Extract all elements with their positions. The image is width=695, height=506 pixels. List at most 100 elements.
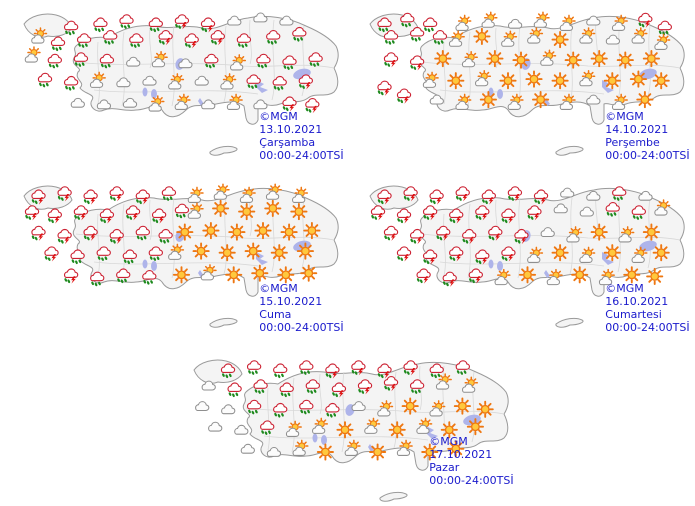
weather-icon-thunderstorm (396, 246, 412, 263)
weather-icon-sunny (532, 91, 550, 109)
weather-icon-sunny (636, 91, 654, 109)
weather-icon-sunny (277, 266, 295, 284)
weather-icon-cloudy (560, 187, 575, 198)
weather-icon-sunny (225, 266, 243, 284)
weather-icon-partly-cloudy (455, 14, 472, 32)
weather-icon-sunny (466, 418, 484, 436)
weather-icon-sunny (300, 264, 318, 282)
weather-icon-partly-cloudy (481, 11, 498, 29)
weather-icon-sunny (571, 266, 589, 284)
weather-icon-sunny (192, 242, 210, 260)
forecast-map-panel-5: ©MGM 17.10.2021 Pazar 00:00-24:00TSİ (174, 348, 519, 506)
forecast-map-panel-4: ©MGM 16.10.2021 Cumartesi 00:00-24:00TSİ (350, 174, 695, 344)
weather-icon-rain (50, 36, 66, 53)
weather-icon-thunderstorm (376, 80, 392, 97)
weather-icon-thunderstorm (454, 186, 470, 203)
weather-icon-sunny (642, 223, 660, 241)
weather-icon-partly-cloudy (187, 186, 204, 204)
weather-icon-sunny (603, 244, 621, 262)
weather-icon-sunny (564, 51, 582, 69)
weather-icon-sunny (290, 203, 308, 221)
weather-icon-sunny (551, 31, 569, 49)
weather-icon-sunny (228, 223, 246, 241)
weather-icon-sunny (499, 72, 517, 90)
weather-icon-sunny (486, 50, 504, 68)
copyright-label: ©MGM (605, 281, 644, 295)
date-label: 16.10.2021 (605, 294, 669, 308)
weather-icon-partly-cloudy (213, 183, 230, 201)
weather-icon-sunny (388, 421, 406, 439)
weather-icon-sunny (238, 203, 256, 221)
weather-icon-thunderstorm (30, 225, 46, 242)
weather-icon-thunderstorm (56, 228, 72, 245)
hours-label: 00:00-24:00TSİ (259, 148, 344, 162)
weather-icon-sunny (212, 199, 230, 217)
weather-icon-sunny (652, 244, 670, 262)
weather-icon-sunny (336, 421, 354, 439)
weather-icon-sunny (629, 70, 647, 88)
weather-icon-thunderstorm (383, 225, 399, 242)
weather-icon-rain (93, 17, 108, 34)
weather-icon-sunny (172, 266, 191, 284)
weather-icon-rain (273, 363, 288, 380)
forecast-label: ©MGM 13.10.2021 Çarşamba 00:00-24:00TSİ (259, 109, 344, 163)
weather-icon-sunny (303, 222, 321, 240)
weather-icon-sunny (434, 50, 452, 68)
weather-icon-sunny (264, 199, 282, 217)
date-label: 14.10.2021 (605, 122, 669, 136)
weather-icon-sunny (244, 242, 262, 260)
forecast-label: ©MGM 17.10.2021 Pazar 00:00-24:00TSİ (429, 435, 514, 488)
weather-icon-rain (63, 75, 79, 92)
weather-icon-cloudy (227, 15, 242, 26)
weather-icon-sunny (603, 72, 621, 90)
copyright-label: ©MGM (429, 435, 468, 449)
weather-icon-rain (657, 20, 672, 37)
weather-icon-partly-cloudy (559, 14, 576, 32)
weather-icon-thunderstorm (47, 208, 63, 225)
forecast-label: ©MGM 16.10.2021 Cumartesi 00:00-24:00TSİ (605, 281, 690, 335)
weather-icon-sunny (453, 397, 471, 415)
weather-icon-sunny (202, 222, 220, 240)
forecast-map-panel-1: ©MGM 13.10.2021 Çarşamba 00:00-24:00TSİ (4, 2, 349, 172)
weather-icon-sunny (254, 222, 272, 240)
weather-icon-cloudy (279, 15, 294, 26)
weather-icon-sunny (476, 400, 494, 418)
weather-icon-rain (422, 17, 438, 34)
weather-icon-partly-cloudy (24, 46, 41, 63)
weather-icon-rain (246, 360, 262, 376)
weather-icon-rain (47, 53, 63, 70)
day-label: Cumartesi (605, 307, 662, 321)
weather-icon-thunderstorm (43, 246, 59, 263)
forecast-label: ©MGM 15.10.2021 Cuma 00:00-24:00TSİ (259, 282, 343, 335)
weather-icon-sunny (218, 244, 236, 262)
date-label: 13.10.2021 (259, 122, 323, 136)
hours-label: 00:00-24:00TSİ (605, 320, 690, 334)
forecast-label: ©MGM 14.10.2021 Perşembe 00:00-24:00TSİ (605, 110, 689, 163)
hours-label: 00:00-24:00TSİ (429, 474, 514, 488)
weather-icon-thunderstorm (108, 186, 124, 203)
weather-icon-thunderstorm (82, 189, 98, 206)
weather-icon-cloudy (507, 18, 523, 29)
weather-icon-sunny (551, 72, 569, 90)
weather-icon-sunny (401, 397, 419, 415)
weather-icon-sunny (525, 70, 543, 88)
weather-icon-sunny (251, 264, 269, 282)
copyright-label: ©MGM (259, 109, 298, 123)
date-label: 15.10.2021 (259, 294, 323, 308)
day-label: Cuma (259, 307, 292, 321)
weather-icon-sunny (590, 223, 608, 241)
weather-icon-sunny (590, 50, 608, 68)
weather-icon-thunderstorm (415, 268, 431, 285)
weather-icon-sunny (479, 91, 497, 109)
weather-icon-sunny (646, 267, 664, 285)
weather-icon-thunderstorm (396, 208, 412, 225)
weather-icon-cloudy (638, 190, 653, 201)
day-label: Çarşamba (259, 135, 316, 149)
date-label: 17.10.2021 (429, 448, 493, 462)
day-label: Perşembe (605, 135, 660, 149)
weather-icon-sunny (316, 443, 334, 461)
weather-icon-sunny (369, 443, 387, 461)
weather-icon-sunny (518, 266, 537, 284)
weather-icon-sunny (623, 266, 641, 284)
